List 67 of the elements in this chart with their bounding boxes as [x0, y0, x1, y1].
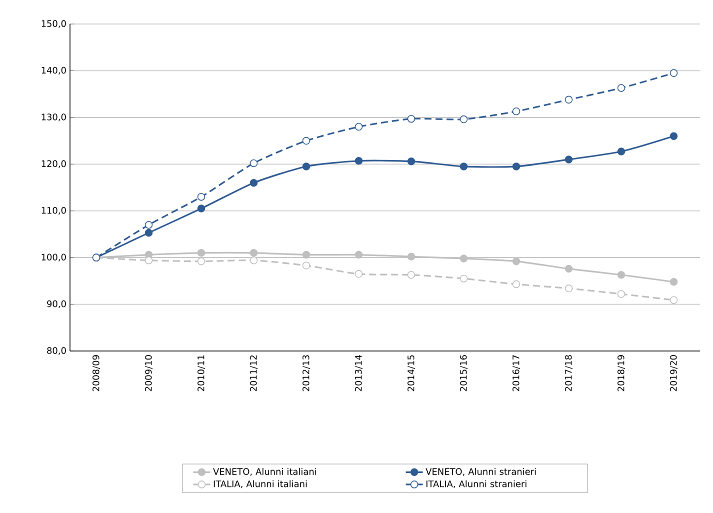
point — [512, 162, 520, 170]
x-tick-label: 2012/13 — [302, 355, 310, 392]
x-tick-label: 2016/17 — [512, 355, 520, 392]
legend-label: VENETO, Alunni italiani — [213, 468, 316, 476]
point — [670, 278, 678, 286]
point — [407, 157, 416, 166]
point — [617, 84, 626, 92]
point — [407, 114, 416, 123]
point — [460, 274, 468, 282]
point — [564, 264, 573, 273]
point — [144, 228, 153, 237]
point — [564, 96, 573, 104]
point — [460, 254, 468, 262]
point — [354, 156, 363, 165]
point — [617, 270, 626, 279]
point — [302, 136, 310, 145]
point — [197, 257, 206, 266]
y-tick-label: 100,0 — [42, 254, 66, 262]
point — [197, 249, 206, 257]
legend-label: ITALIA, Alunni stranieri — [426, 480, 526, 488]
x-tick-label: 2008/09 — [92, 355, 100, 392]
point — [670, 296, 678, 304]
point — [250, 249, 258, 257]
point — [564, 156, 573, 164]
x-tick-label: 2011/12 — [250, 355, 258, 392]
point — [617, 148, 626, 156]
point — [250, 178, 258, 187]
x-tick-label: 2014/15 — [408, 355, 415, 392]
point — [512, 280, 520, 288]
point — [354, 122, 363, 131]
x-tick-label: 2018/19 — [618, 355, 625, 392]
x-tick-label: 2010/11 — [198, 355, 205, 392]
point — [617, 290, 626, 298]
point — [354, 270, 363, 278]
y-tick-label: 140,0 — [42, 66, 66, 75]
x-tick-label: 2013/14 — [355, 355, 362, 392]
x-tick-label: 2019/20 — [670, 355, 678, 392]
point — [302, 250, 310, 259]
point — [670, 132, 678, 140]
point — [407, 270, 416, 279]
y-tick-label: 80,0 — [47, 347, 66, 355]
y-tick-label: 110,0 — [42, 207, 66, 215]
point — [354, 250, 363, 259]
x-tick-label: 2017/18 — [565, 355, 572, 392]
point — [407, 252, 416, 261]
point — [250, 256, 258, 264]
point — [250, 159, 258, 168]
x-tick-label: 2015/16 — [460, 355, 468, 392]
y-tick-label: 130,0 — [42, 114, 66, 122]
point — [460, 162, 468, 170]
y-tick-label: 150,0 — [42, 20, 66, 28]
legend-label: ITALIA, Alunni italiani — [214, 480, 307, 488]
y-tick-label: 90,0 — [47, 300, 66, 308]
point — [197, 192, 206, 201]
point — [670, 69, 678, 77]
point — [144, 220, 153, 229]
point — [512, 107, 520, 116]
point — [197, 204, 206, 212]
point — [302, 162, 310, 170]
x-tick-label: 2009/10 — [145, 355, 152, 392]
point — [512, 257, 520, 266]
point — [144, 256, 153, 264]
y-tick-label: 120,0 — [42, 160, 66, 168]
point — [460, 115, 468, 124]
legend-label: VENETO, Alunni stranieri — [426, 468, 536, 476]
point — [564, 284, 573, 292]
point — [302, 262, 310, 270]
